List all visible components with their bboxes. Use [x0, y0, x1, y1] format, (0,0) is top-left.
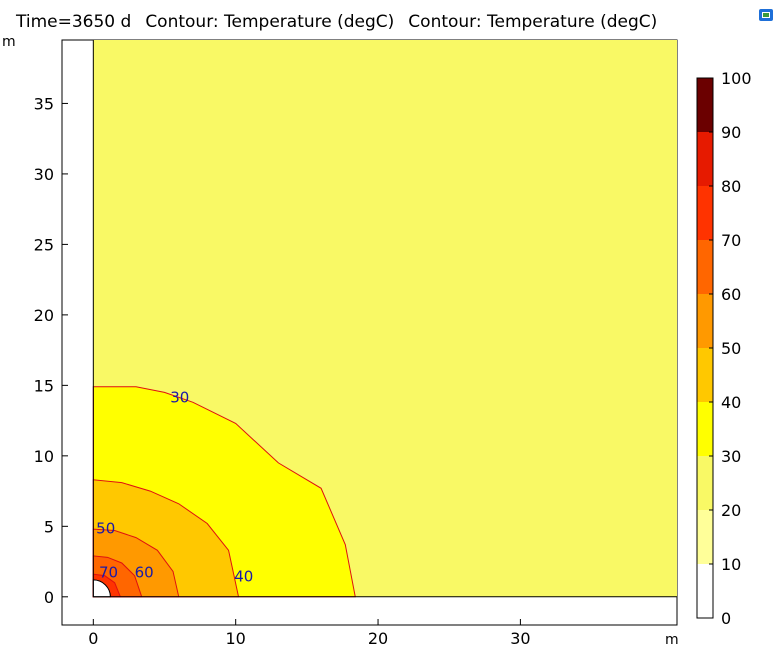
- colorbar-band-20-30: [697, 456, 713, 510]
- plot-area: 30 40 50 60 70: [61, 39, 678, 626]
- y-tick-label: 15: [34, 376, 54, 395]
- plot-title: Time=3650 d Contour: Temperature (degC) Co…: [16, 12, 671, 32]
- contour-label-40: 40: [234, 568, 253, 586]
- contour-label-60: 60: [135, 563, 154, 581]
- contour-title-1: Contour: Temperature (degC): [145, 12, 395, 32]
- colorbar-tick-label: 60: [721, 285, 741, 304]
- icon-window-inner: [763, 13, 769, 17]
- colorbar-band-80-90: [697, 132, 713, 186]
- colorbar-tick-label: 70: [721, 231, 741, 250]
- colorbar-band-70-80: [697, 186, 713, 240]
- contour-title-2: Contour: Temperature (degC): [408, 12, 658, 32]
- x-tick-label: 30: [510, 629, 530, 648]
- y-tick-label: 30: [34, 165, 54, 184]
- colorbar-tick-label: 80: [721, 177, 741, 196]
- contour-label-50: 50: [96, 520, 115, 538]
- colorbar-band-30-40: [697, 402, 713, 456]
- x-tick-label: 20: [368, 629, 388, 648]
- y-tick-label: 5: [44, 517, 54, 536]
- y-tick-label: 25: [34, 235, 54, 254]
- x-tick-label: 0: [88, 629, 98, 648]
- window-restore-icon[interactable]: [758, 7, 774, 23]
- colorbar-band-60-70: [697, 240, 713, 294]
- colorbar-tick-label: 10: [721, 555, 741, 574]
- colorbar-tick-label: 100: [721, 69, 752, 88]
- y-tick-label: 35: [34, 94, 54, 113]
- colorbar-band-50-60: [697, 294, 713, 348]
- colorbar-band-90-100: [697, 78, 713, 132]
- colorbar-tick-label: 20: [721, 501, 741, 520]
- colorbar-band-40-50: [697, 348, 713, 402]
- colorbar-band-0-10: [697, 564, 713, 618]
- colorbar: 0 10 20 30 40 50 60 70 80 90 100: [696, 69, 752, 628]
- colorbar-tick-label: 0: [721, 609, 731, 628]
- colorbar-tick-label: 90: [721, 123, 741, 142]
- y-tick-label: 20: [34, 306, 54, 325]
- y-unit-label: m: [2, 34, 16, 50]
- contour-label-30: 30: [170, 389, 189, 407]
- colorbar-band-10-20: [697, 510, 713, 564]
- x-tick-label: 10: [226, 629, 246, 648]
- x-unit-label: m: [665, 632, 679, 648]
- y-tick-label: 10: [34, 447, 54, 466]
- colorbar-tick-label: 40: [721, 393, 741, 412]
- time-label: Time=3650 d: [16, 12, 132, 32]
- contour-label-70: 70: [99, 563, 118, 581]
- y-tick-label: 0: [44, 588, 54, 607]
- colorbar-tick-label: 50: [721, 339, 741, 358]
- colorbar-tick-label: 30: [721, 447, 741, 466]
- axes: 0 10 20 30 0 5 10 15 20 25 30 35 m m: [2, 34, 679, 648]
